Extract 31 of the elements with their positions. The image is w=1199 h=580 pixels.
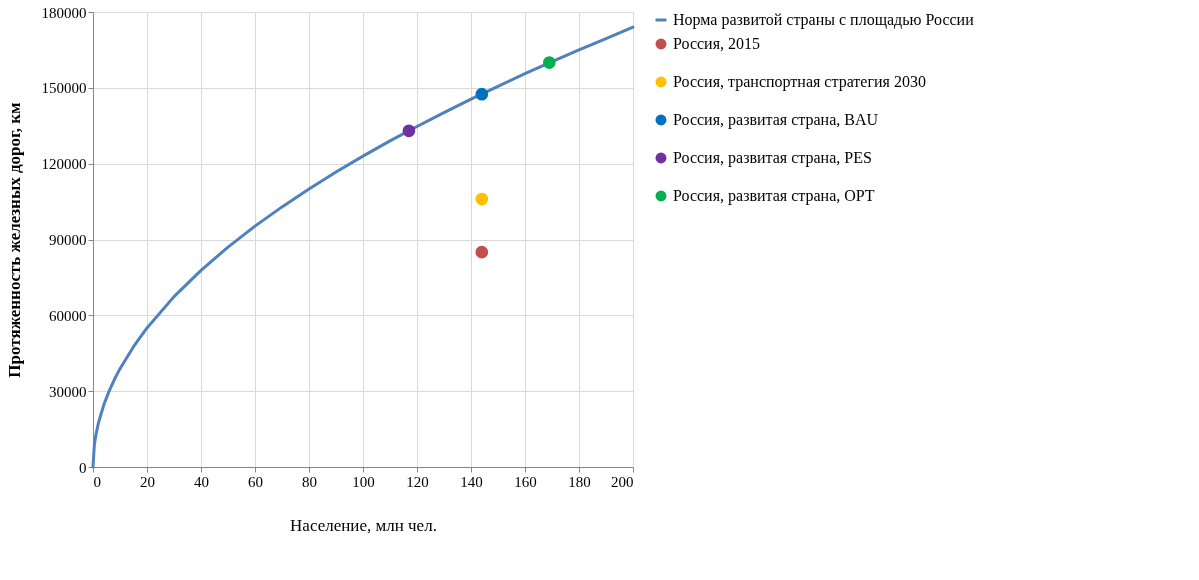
x-tick-label: 180: [568, 473, 591, 490]
y-tick-label: 180000: [41, 4, 87, 21]
legend-label: Россия, транспортная стратегия 2030: [673, 73, 926, 91]
y-tick-label: 90000: [49, 232, 87, 248]
x-tick-label: 60: [248, 473, 263, 490]
legend-label: Россия, развитая страна, BAU: [673, 111, 879, 129]
y-tick-label: 150000: [41, 80, 87, 97]
x-tick-label: 160: [514, 473, 537, 490]
point: [475, 87, 489, 101]
legend-label: Россия, развитая страна, PES: [673, 149, 872, 167]
x-tick-label: 80: [302, 473, 317, 490]
point: [542, 56, 556, 69]
x-tick-label: 200: [611, 473, 634, 490]
point: [475, 192, 489, 206]
y-tick-label: 60000: [49, 307, 87, 324]
x-tick-label: 0: [93, 473, 101, 490]
legend-label: Россия, 2015: [673, 35, 761, 52]
y-tick-label: 120000: [41, 156, 87, 173]
point: [475, 245, 489, 259]
x-axis-title: Население, млн чел.: [290, 515, 437, 535]
y-axis-title: Протяженность железных дорог, км: [4, 101, 24, 378]
point: [402, 124, 416, 138]
legend-label: Россия, развитая страна, OPT: [673, 187, 875, 205]
x-tick-label: 100: [352, 473, 375, 490]
x-tick-label: 40: [194, 473, 209, 490]
y-tick-label: 0: [79, 459, 87, 476]
x-tick-label: 20: [140, 473, 155, 490]
x-tick-label: 140: [460, 473, 483, 490]
y-tick-label: 30000: [49, 383, 87, 400]
x-tick-label: 120: [406, 473, 429, 490]
legend-label: Норма развитой страны с площадью России: [673, 11, 975, 29]
